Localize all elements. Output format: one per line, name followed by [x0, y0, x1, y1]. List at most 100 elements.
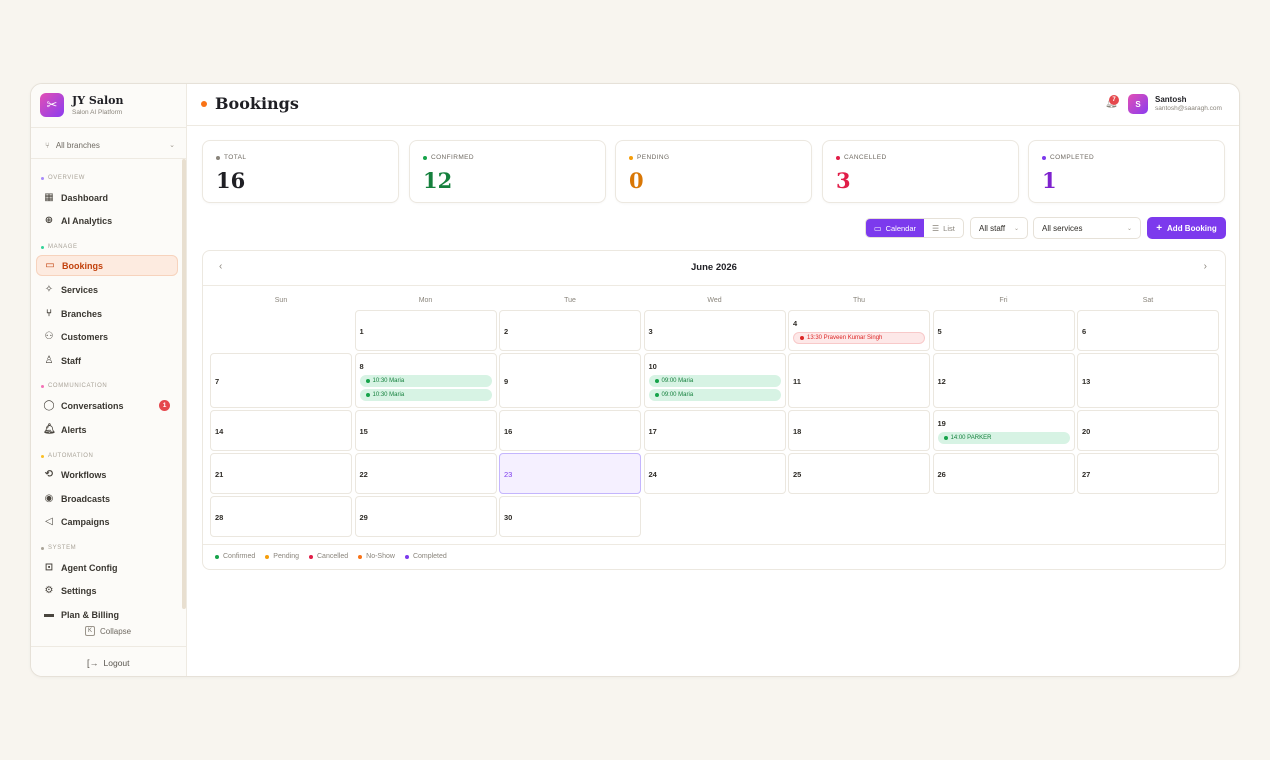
section-dot	[41, 245, 44, 249]
chevron-right-icon[interactable]: ›	[1203, 261, 1207, 272]
sidebar-item-services[interactable]: ✧ Services	[36, 279, 178, 300]
sidebar-item-agent-config[interactable]: ⊡ Agent Config	[36, 557, 178, 578]
event-label: 10:30 Maria	[372, 392, 405, 398]
add-booking-button[interactable]: + Add Booking	[1147, 217, 1226, 239]
calendar-day[interactable]: 2	[499, 310, 641, 351]
event-status-dot	[654, 393, 659, 397]
day-number: 5	[937, 326, 942, 336]
service-select[interactable]: All services ⌄	[1033, 217, 1141, 239]
conversations-badge: 1	[159, 400, 170, 411]
day-number: 30	[504, 512, 513, 522]
chevron-left-icon[interactable]: ‹	[219, 261, 223, 272]
calendar-day[interactable]: 25	[788, 453, 930, 494]
section-dot	[41, 546, 44, 550]
section-label: SYSTEM	[48, 545, 77, 551]
section-dot	[41, 176, 44, 180]
day-number: 11	[793, 376, 801, 386]
booking-event[interactable]: 09:00 Maria	[648, 389, 781, 401]
view-toggle: ▭ Calendar ☰ List	[865, 218, 964, 238]
branch-select[interactable]: ⑂ All branches ⌄	[45, 138, 175, 152]
calendar-day[interactable]: 4 13:30 Praveen Kumar Singh	[788, 310, 930, 351]
calendar-day[interactable]: 12	[932, 353, 1075, 408]
stat-value: 16	[216, 168, 246, 193]
event-status-dot	[365, 393, 370, 397]
sidebar-item-branches[interactable]: ⑂ Branches	[36, 303, 178, 324]
booking-event[interactable]: 10:30 Maria	[359, 389, 492, 401]
sidebar-item-plan-billing[interactable]: ▬ Plan & Billing	[36, 604, 178, 625]
calendar-day[interactable]: 3	[643, 310, 786, 351]
day-number: 4	[793, 319, 798, 328]
sidebar-item-alerts[interactable]: 🔔︎ Alerts	[36, 419, 178, 440]
calendar-divider	[203, 544, 1225, 545]
collapse-button[interactable]: K Collapse	[85, 626, 131, 636]
calendar-day[interactable]: 6	[1077, 310, 1219, 351]
event-label: 14:00 PARKER	[950, 435, 992, 441]
calendar-day[interactable]: 10 09:00 Maria 09:00 Maria	[643, 353, 786, 408]
booking-event[interactable]: 14:00 PARKER	[937, 432, 1070, 444]
weekday-header: Mon	[418, 297, 433, 304]
day-number: 2	[504, 326, 509, 336]
calendar-day[interactable]: 27	[1077, 453, 1219, 494]
calendar-day[interactable]: 24	[643, 453, 786, 494]
sidebar-item-label: Dashboard	[61, 192, 109, 203]
calendar-day[interactable]: 28	[210, 496, 352, 537]
sidebar-item-dashboard[interactable]: ▦ Dashboard	[36, 187, 178, 208]
logout-button[interactable]: [→ Logout	[87, 658, 130, 668]
sidebar-item-staff[interactable]: ♙ Staff	[36, 350, 178, 371]
day-number: 29	[359, 512, 368, 522]
staff-select[interactable]: All staff ⌄	[970, 217, 1028, 239]
sidebar-scrollbar[interactable]	[182, 159, 186, 609]
calendar-day[interactable]: 9	[499, 353, 641, 408]
users-icon: ⚇	[44, 331, 54, 342]
calendar-day[interactable]: 1	[354, 310, 497, 351]
calendar-day[interactable]: 16	[499, 410, 641, 451]
list-view-button[interactable]: ☰ List	[924, 219, 963, 237]
sidebar-item-label: Campaigns	[61, 516, 110, 527]
calendar-day[interactable]: 11	[788, 353, 930, 408]
calendar-day[interactable]: 21	[210, 453, 352, 494]
event-label: 13:30 Praveen Kumar Singh	[807, 335, 883, 341]
calendar-icon: ▭	[45, 260, 55, 271]
booking-event[interactable]: 13:30 Praveen Kumar Singh	[793, 332, 925, 344]
calendar-day[interactable]: 5	[932, 310, 1075, 351]
booking-event[interactable]: 10:30 Maria	[359, 375, 492, 387]
calendar-day[interactable]: 19 14:00 PARKER	[932, 410, 1075, 451]
calendar-day-today[interactable]: 23	[499, 453, 641, 494]
calendar-day[interactable]: 18	[788, 410, 930, 451]
top-header: Bookings 🔔︎ 7 S Santosh santosh@saaragh.…	[187, 84, 1239, 126]
notification-badge: 7	[1109, 95, 1119, 105]
calendar-day[interactable]: 30	[499, 496, 641, 537]
grid-icon: ▦	[44, 192, 54, 203]
sidebar-item-ai-analytics[interactable]: ⊕ AI Analytics	[36, 210, 178, 231]
event-status-dot	[654, 379, 659, 383]
day-number: 27	[1082, 469, 1091, 479]
sidebar-divider	[31, 127, 187, 128]
calendar-day[interactable]: 7	[210, 353, 352, 408]
calendar-view-button[interactable]: ▭ Calendar	[866, 219, 924, 237]
calendar-day[interactable]: 20	[1077, 410, 1219, 451]
calendar-day[interactable]: 14	[210, 410, 352, 451]
sidebar-item-campaigns[interactable]: ◁ Campaigns	[36, 511, 178, 532]
calendar-day[interactable]: 8 10:30 Maria 10:30 Maria	[354, 353, 497, 408]
avatar[interactable]: S	[1128, 94, 1148, 114]
sidebar-item-broadcasts[interactable]: ◉ Broadcasts	[36, 488, 178, 509]
booking-event[interactable]: 09:00 Maria	[648, 375, 781, 387]
day-number: 28	[215, 512, 224, 522]
calendar-day[interactable]: 26	[932, 453, 1075, 494]
sidebar-item-bookings[interactable]: ▭ Bookings	[36, 255, 178, 276]
day-number: 20	[1082, 426, 1091, 436]
brand[interactable]: ✂ JY Salon Salon AI Platform	[40, 93, 123, 117]
calendar-day[interactable]: 13	[1077, 353, 1219, 408]
sidebar-item-customers[interactable]: ⚇ Customers	[36, 326, 178, 347]
sidebar-item-settings[interactable]: ⚙ Settings	[36, 580, 178, 601]
stat-label: COMPLETED	[1050, 154, 1095, 161]
plus-icon: +	[1156, 222, 1163, 234]
calendar-day[interactable]: 15	[354, 410, 497, 451]
sidebar-item-conversations[interactable]: ◯ Conversations 1	[36, 395, 178, 416]
legend-label: No-Show	[366, 553, 395, 560]
legend-label: Cancelled	[317, 553, 349, 560]
calendar-day[interactable]: 29	[354, 496, 497, 537]
calendar-day[interactable]: 22	[354, 453, 497, 494]
sidebar-item-workflows[interactable]: ⟲ Workflows	[36, 464, 178, 485]
calendar-day[interactable]: 17	[643, 410, 786, 451]
